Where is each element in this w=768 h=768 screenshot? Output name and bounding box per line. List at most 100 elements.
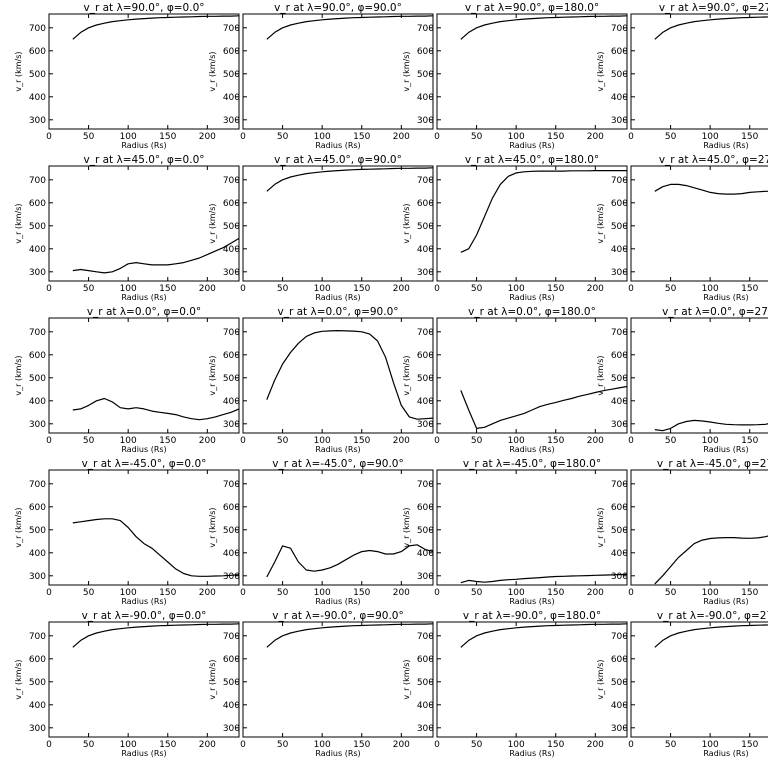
y-tick-label: 700 bbox=[223, 176, 240, 186]
subplot-16: v_r at λ=-45.0°, φ=270.0°050100150200300… bbox=[596, 458, 768, 606]
x-tick-label: 100 bbox=[120, 132, 137, 142]
y-tick-label: 500 bbox=[223, 222, 240, 232]
series-line bbox=[266, 15, 434, 40]
subplot-4: v_r at λ=90.0°, φ=270.0°0501001502003004… bbox=[596, 2, 768, 150]
plot-frame bbox=[242, 165, 434, 282]
x-axis-label: Radius (Rs) bbox=[703, 445, 748, 454]
x-tick-label: 100 bbox=[702, 588, 719, 598]
y-tick-label: 600 bbox=[223, 47, 240, 57]
y-axis-label: v_r (km/s) bbox=[402, 355, 411, 395]
x-tick-label: 0 bbox=[240, 284, 246, 294]
x-tick-label: 150 bbox=[353, 588, 370, 598]
x-tick-label: 200 bbox=[587, 284, 604, 294]
x-tick-label: 100 bbox=[120, 284, 137, 294]
y-tick-label: 700 bbox=[611, 632, 628, 642]
x-axis-label: Radius (Rs) bbox=[315, 141, 360, 150]
subplot-12: v_r at λ=0.0°, φ=270.0°05010015020030040… bbox=[596, 306, 768, 454]
plot-title: v_r at λ=-90.0°, φ=0.0° bbox=[82, 610, 207, 622]
series-line bbox=[460, 623, 628, 648]
y-tick-label: 700 bbox=[611, 176, 628, 186]
x-tick-label: 50 bbox=[83, 436, 95, 446]
y-tick-label: 500 bbox=[29, 222, 46, 232]
plot-frame bbox=[630, 13, 768, 130]
x-axis-label: Radius (Rs) bbox=[509, 141, 554, 150]
y-tick-label: 300 bbox=[223, 268, 240, 278]
x-tick-label: 0 bbox=[628, 740, 634, 750]
x-tick-label: 150 bbox=[159, 132, 176, 142]
x-tick-label: 150 bbox=[741, 132, 758, 142]
series-line bbox=[654, 624, 768, 648]
y-axis-label: v_r (km/s) bbox=[14, 659, 23, 699]
y-tick-label: 600 bbox=[611, 199, 628, 209]
y-axis-label: v_r (km/s) bbox=[14, 507, 23, 547]
x-axis-label: Radius (Rs) bbox=[315, 293, 360, 302]
y-tick-label: 600 bbox=[223, 655, 240, 665]
y-tick-label: 700 bbox=[417, 480, 434, 490]
y-tick-label: 500 bbox=[223, 678, 240, 688]
y-tick-label: 400 bbox=[417, 701, 434, 711]
x-tick-label: 100 bbox=[314, 284, 331, 294]
x-tick-label: 0 bbox=[434, 588, 440, 598]
x-axis-label: Radius (Rs) bbox=[121, 749, 166, 758]
x-tick-label: 150 bbox=[547, 436, 564, 446]
y-tick-label: 500 bbox=[29, 374, 46, 384]
x-tick-label: 150 bbox=[159, 740, 176, 750]
x-tick-label: 200 bbox=[393, 588, 410, 598]
plot-frame bbox=[436, 13, 628, 130]
x-tick-label: 50 bbox=[665, 284, 677, 294]
y-tick-label: 400 bbox=[611, 245, 628, 255]
x-tick-label: 150 bbox=[547, 132, 564, 142]
plot-title: v_r at λ=45.0°, φ=0.0° bbox=[84, 154, 205, 166]
y-tick-label: 500 bbox=[417, 222, 434, 232]
x-tick-label: 150 bbox=[741, 284, 758, 294]
y-tick-label: 600 bbox=[611, 503, 628, 513]
y-tick-label: 400 bbox=[29, 397, 46, 407]
subplot-5: v_r at λ=45.0°, φ=0.0° 0 50 100 150 200 300 400… bbox=[14, 154, 240, 302]
y-tick-label: 500 bbox=[417, 70, 434, 80]
x-tick-label: 50 bbox=[277, 740, 289, 750]
plot-frame bbox=[436, 469, 628, 586]
y-tick-label: 700 bbox=[29, 480, 46, 490]
plot-title: v_r at λ=-90.0°, φ=90.0° bbox=[272, 610, 403, 622]
series-line bbox=[72, 518, 240, 577]
x-tick-label: 100 bbox=[508, 740, 525, 750]
plot-title: v_r at λ=90.0°, φ=180.0° bbox=[465, 2, 599, 14]
plot-frame bbox=[48, 165, 240, 282]
y-tick-label: 300 bbox=[223, 572, 240, 582]
x-tick-label: 50 bbox=[471, 436, 483, 446]
plot-frame bbox=[48, 317, 240, 434]
plot-frame bbox=[48, 13, 240, 130]
subplot-6: v_r at λ=45.0°, φ=90.0° 0 50 100 150 200 300 40… bbox=[208, 154, 434, 302]
subplot-19: v_r at λ=-90.0°, φ=180.0° 0 50 100 150 200 300… bbox=[402, 610, 628, 758]
y-tick-label: 300 bbox=[223, 724, 240, 734]
subplot-17: v_r at λ=-90.0°, φ=0.0° 0 50 100 150 200 300 40… bbox=[14, 610, 240, 758]
x-axis-label: Radius (Rs) bbox=[509, 293, 554, 302]
x-tick-label: 100 bbox=[508, 284, 525, 294]
subplot-9: v_r at λ=0.0°, φ=0.0° 0 50 100 150 200 300 400 5… bbox=[14, 306, 240, 454]
y-tick-label: 500 bbox=[417, 374, 434, 384]
y-axis-label: v_r (km/s) bbox=[402, 507, 411, 547]
x-tick-label: 50 bbox=[665, 588, 677, 598]
y-tick-label: 300 bbox=[29, 420, 46, 430]
plot-frame bbox=[436, 621, 628, 738]
series-line bbox=[72, 397, 240, 421]
y-tick-label: 400 bbox=[611, 701, 628, 711]
y-tick-label: 600 bbox=[29, 47, 46, 57]
plot-title: v_r at λ=90.0°, φ=270.0° bbox=[659, 2, 768, 14]
x-tick-label: 150 bbox=[159, 436, 176, 446]
x-tick-label: 200 bbox=[199, 436, 216, 446]
y-axis-label: v_r (km/s) bbox=[402, 659, 411, 699]
y-tick-label: 300 bbox=[417, 572, 434, 582]
y-tick-label: 400 bbox=[223, 701, 240, 711]
y-tick-label: 700 bbox=[611, 328, 628, 338]
y-axis-label: v_r (km/s) bbox=[208, 659, 217, 699]
x-tick-label: 100 bbox=[314, 740, 331, 750]
x-tick-label: 100 bbox=[314, 588, 331, 598]
x-axis-label: Radius (Rs) bbox=[703, 597, 748, 606]
y-tick-label: 600 bbox=[29, 655, 46, 665]
y-tick-label: 400 bbox=[417, 549, 434, 559]
y-tick-label: 300 bbox=[417, 116, 434, 126]
y-axis-label: v_r (km/s) bbox=[208, 203, 217, 243]
y-tick-label: 700 bbox=[223, 328, 240, 338]
y-tick-label: 700 bbox=[417, 24, 434, 34]
